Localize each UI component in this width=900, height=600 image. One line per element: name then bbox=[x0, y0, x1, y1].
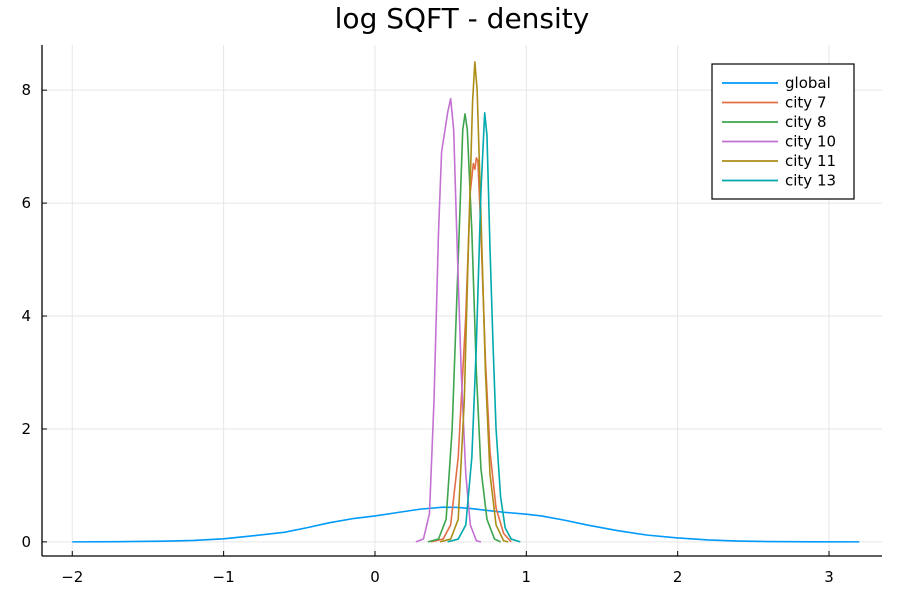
x-tick-label: −1 bbox=[213, 568, 235, 586]
x-tick-label: 3 bbox=[824, 568, 834, 586]
x-tick-label: 2 bbox=[673, 568, 683, 586]
axis-ticks: −2 −1 0 1 2 3 0 2 4 6 8 bbox=[21, 81, 833, 586]
legend-label: city 7 bbox=[785, 94, 826, 112]
y-tick-label: 4 bbox=[21, 307, 31, 325]
y-tick-label: 8 bbox=[21, 81, 31, 99]
series-line-city-8 bbox=[427, 113, 501, 543]
legend-box bbox=[711, 63, 855, 200]
x-tick-label: 0 bbox=[370, 568, 380, 586]
legend-label: global bbox=[785, 74, 831, 92]
series-line-city-13 bbox=[447, 111, 521, 543]
series-line-city-11 bbox=[439, 61, 509, 543]
y-tick-label: 0 bbox=[21, 533, 31, 551]
x-tick-label: 1 bbox=[522, 568, 532, 586]
legend-label: city 13 bbox=[785, 172, 836, 190]
series-lines bbox=[72, 61, 860, 543]
x-tick-label: −2 bbox=[61, 568, 83, 586]
chart-title: log SQFT - density bbox=[335, 2, 590, 35]
y-tick-label: 6 bbox=[21, 194, 31, 212]
series-line-city-7 bbox=[430, 157, 512, 543]
legend-label: city 11 bbox=[785, 152, 836, 170]
series-line-global bbox=[72, 506, 860, 543]
legend-label: city 10 bbox=[785, 133, 836, 151]
y-tick-label: 2 bbox=[21, 420, 31, 438]
legend-label: city 8 bbox=[785, 113, 826, 131]
